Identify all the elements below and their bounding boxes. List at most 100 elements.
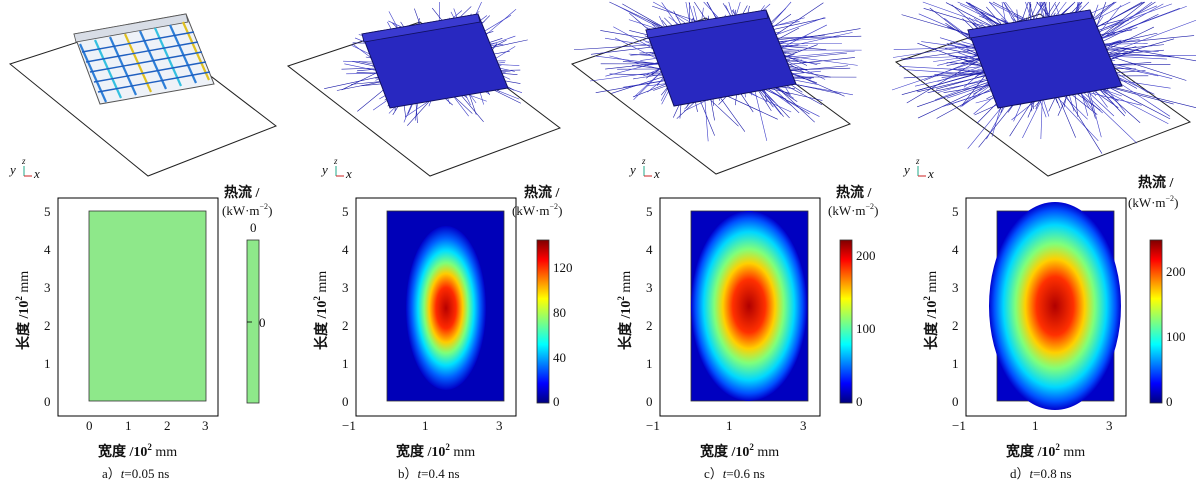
svg-text:(kW·m−2): (kW·m−2) — [1128, 194, 1178, 210]
svg-text:3: 3 — [1106, 418, 1113, 433]
svg-text:z: z — [21, 156, 26, 166]
panel-c-caption: c）t=0.6 ns — [704, 466, 765, 481]
svg-text:热流 /: 热流 / — [224, 184, 260, 201]
panel-d-3d-view — [891, 1, 1197, 177]
svg-text:−1: −1 — [646, 418, 660, 433]
panel-c-yticks: 0 1 2 3 4 5 — [646, 204, 653, 409]
panel-d-ylabel: 长度 /102 mm — [922, 271, 940, 350]
panel-c-axes-triad: y z x — [628, 156, 660, 181]
panel-b-xticks: −1 1 3 — [342, 418, 503, 433]
panel-c-ylabel: 长度 /102 mm — [616, 271, 634, 350]
panel-c-xticks: −1 1 3 — [646, 418, 807, 433]
panel-d-hotspot — [989, 202, 1121, 410]
svg-text:200: 200 — [856, 248, 876, 263]
svg-text:热流 /: 热流 / — [1138, 174, 1174, 191]
svg-text:2: 2 — [952, 318, 959, 333]
svg-text:0: 0 — [646, 394, 653, 409]
svg-text:1: 1 — [125, 418, 132, 433]
panel-c-3d-view — [570, 1, 862, 175]
svg-text:0: 0 — [952, 394, 959, 409]
svg-text:(kW·m−2): (kW·m−2) — [512, 202, 562, 218]
svg-text:3: 3 — [646, 280, 653, 295]
svg-text:长度 /102 mm: 长度 /102 mm — [312, 271, 330, 350]
svg-text:x: x — [653, 166, 660, 181]
panel-d-heatmap: 0 1 2 3 4 5 −1 1 3 长度 /102 mm 宽度 /102 mm… — [922, 174, 1186, 481]
panel-b-axes-triad: y z x — [320, 156, 352, 181]
panel-a-axes-triad: y z x — [8, 156, 40, 181]
panel-c-colorbar: 热流 / (kW·m−2) 200 100 0 — [828, 184, 878, 409]
panel-c-xlabel: 宽度 /102 mm — [700, 442, 779, 460]
panel-b-caption: b）t=0.4 ns — [398, 466, 460, 481]
svg-text:4: 4 — [646, 242, 653, 257]
svg-text:3: 3 — [342, 280, 349, 295]
svg-text:2: 2 — [646, 318, 653, 333]
panel-b-3d-view — [286, 1, 562, 177]
svg-text:2: 2 — [342, 318, 349, 333]
svg-text:−1: −1 — [342, 418, 356, 433]
svg-text:(kW·m−2): (kW·m−2) — [828, 202, 878, 218]
panel-d-xlabel: 宽度 /102 mm — [1006, 442, 1085, 460]
svg-text:120: 120 — [553, 260, 573, 275]
svg-text:3: 3 — [496, 418, 503, 433]
svg-text:z: z — [915, 156, 920, 166]
svg-text:长度 /102 mm: 长度 /102 mm — [616, 271, 634, 350]
svg-text:3: 3 — [800, 418, 807, 433]
svg-text:3: 3 — [202, 418, 209, 433]
panel-a-heatmap: 0 1 2 3 4 5 0 1 2 3 长度 /102 mm 宽度 /102 m… — [14, 184, 272, 481]
panel-d-colorbar: 热流 / (kW·m−2) 200 100 0 — [1128, 174, 1186, 409]
svg-text:1: 1 — [342, 356, 349, 371]
svg-text:x: x — [345, 166, 352, 181]
svg-text:2: 2 — [44, 318, 51, 333]
panel-b-colorbar: 热流 / (kW·m−2) 120 80 40 0 — [512, 184, 573, 409]
svg-text:5: 5 — [342, 204, 349, 219]
panel-b-heatmap: 0 1 2 3 4 5 −1 1 3 长度 /102 mm 宽度 /102 mm… — [312, 184, 573, 481]
panel-a-3d-view — [8, 13, 278, 177]
svg-text:0: 0 — [553, 394, 560, 409]
svg-text:1: 1 — [726, 418, 733, 433]
panel-d-yticks: 0 1 2 3 4 5 — [952, 204, 959, 409]
svg-text:(kW·m−2): (kW·m−2) — [222, 202, 272, 218]
svg-text:x: x — [33, 166, 40, 181]
panel-b-xlabel: 宽度 /102 mm — [396, 442, 475, 460]
panel-c-hotspot — [691, 211, 807, 401]
panel-a-flux-field — [88, 210, 207, 402]
svg-text:y: y — [628, 162, 636, 177]
panel-a-axes-box — [57, 197, 219, 417]
svg-text:z: z — [641, 156, 646, 166]
svg-text:热流 /: 热流 / — [836, 184, 872, 201]
svg-text:100: 100 — [856, 321, 876, 336]
svg-text:0: 0 — [1166, 394, 1173, 409]
panel-a-xticks: 0 1 2 3 — [86, 418, 209, 433]
panel-a-colorbar: 热流 / (kW·m−2) 0 0 — [222, 184, 272, 404]
svg-text:y: y — [320, 162, 328, 177]
svg-text:3: 3 — [952, 280, 959, 295]
svg-text:−1: −1 — [952, 418, 966, 433]
svg-text:0: 0 — [44, 394, 51, 409]
panel-b-ylabel: 长度 /102 mm — [312, 271, 330, 350]
svg-text:4: 4 — [342, 242, 349, 257]
svg-text:2: 2 — [164, 418, 171, 433]
svg-text:1: 1 — [44, 356, 51, 371]
svg-text:1: 1 — [952, 356, 959, 371]
svg-text:1: 1 — [422, 418, 429, 433]
panel-a-ylabel: 长度 /102 mm — [14, 271, 32, 350]
svg-text:0: 0 — [250, 220, 257, 235]
svg-text:5: 5 — [646, 204, 653, 219]
panel-a-xlabel: 宽度 /102 mm — [98, 442, 177, 460]
svg-text:1: 1 — [646, 356, 653, 371]
svg-text:热流 /: 热流 / — [524, 184, 560, 201]
svg-text:80: 80 — [553, 305, 566, 320]
panel-a-yticks: 0 1 2 3 4 5 — [44, 204, 51, 409]
panel-d-xticks: −1 1 3 — [952, 418, 1113, 433]
svg-text:x: x — [927, 166, 934, 181]
panel-d-caption: d）t=0.8 ns — [1010, 466, 1072, 481]
svg-text:100: 100 — [1166, 329, 1186, 344]
panel-a-caption: a）t=0.05 ns — [102, 466, 169, 481]
panel-d-axes-triad: y z x — [902, 156, 934, 181]
svg-text:y: y — [902, 162, 910, 177]
svg-text:3: 3 — [44, 280, 51, 295]
svg-text:0: 0 — [259, 315, 266, 330]
svg-text:1: 1 — [1032, 418, 1039, 433]
svg-text:5: 5 — [44, 204, 51, 219]
